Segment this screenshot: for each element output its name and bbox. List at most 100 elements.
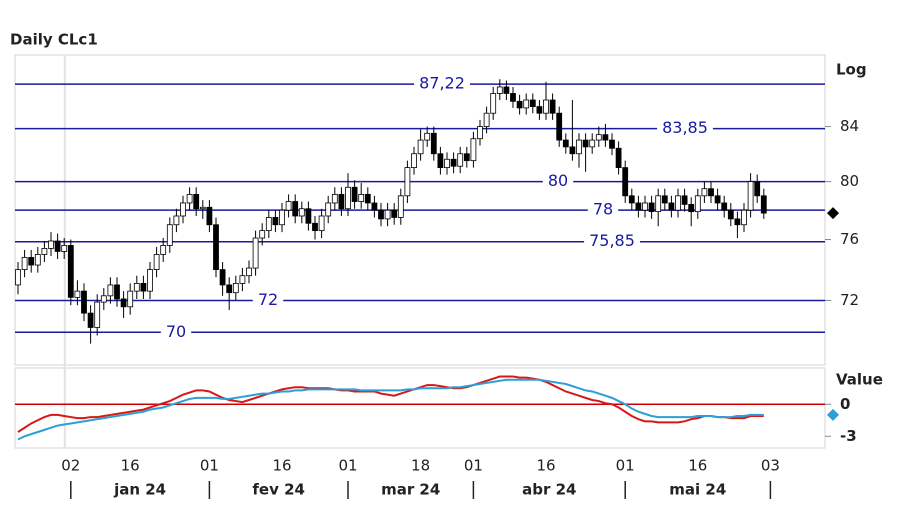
x-tick-label: 16 [688,457,707,475]
x-tick-label: 01 [338,457,357,475]
candle-body [331,193,338,204]
candle-body [602,134,609,141]
candle-body [364,193,371,204]
candle-body [483,112,490,127]
candle-body [140,282,147,292]
candle-body [28,257,35,266]
y-tick-label: 84 [840,117,859,135]
candle-body [437,153,444,169]
candle-body [391,209,398,218]
candle-body [741,209,747,226]
candle-body [180,202,186,217]
candle-body [397,195,404,218]
indicator-line [17,375,764,433]
indicator-line [17,378,764,441]
candle-body [87,312,94,328]
level-label-bg [584,231,640,252]
candle-body [701,188,708,197]
x-tick-label: 01 [200,457,219,475]
candle-body [371,202,378,211]
y-tick-label: 80 [840,172,859,190]
level-label-bg [587,200,619,221]
candle-body [675,195,681,211]
level-label: 78 [593,200,613,219]
y2-tick-label: -3 [840,427,857,445]
candle-body [747,181,754,211]
candle-body [635,202,642,211]
level-label-bg [160,322,192,343]
candle-body [404,167,411,197]
candle-body [345,186,351,210]
candle-body [312,222,318,232]
candle-body [199,206,206,210]
level-label: 72 [258,290,278,309]
candle-body [536,106,543,114]
y-tick-label: 76 [840,230,859,248]
x-tick-label: 18 [411,457,430,475]
x-tick-label: 16 [121,457,140,475]
last-value-marker [827,408,839,421]
candle-body [279,209,285,226]
candle-body [734,218,741,226]
month-label: mai 24 [669,481,726,499]
candle-body [54,240,61,252]
candle-body [94,301,101,328]
candle-body [48,240,54,249]
candle-body [444,158,450,169]
month-label: jan 24 [113,481,166,499]
level-label: 75,85 [589,231,635,250]
candle-body [120,298,127,308]
candle-body [292,201,299,217]
candle-body [648,202,655,213]
candle-body [688,204,695,213]
candle-body [708,188,714,197]
candle-body [166,224,173,246]
candle-body [450,158,457,167]
candle-body [569,146,576,155]
candle-body [338,193,345,210]
candle-body [622,167,629,197]
candle-body [213,224,219,270]
candle-body [305,208,312,224]
candle-body [107,284,114,297]
last-price-marker [827,207,839,220]
candle-body [430,132,437,155]
candle-body [252,237,259,269]
month-label: fev 24 [252,481,305,499]
y2-axis-label: Value [836,371,883,389]
candle-body [239,275,246,284]
candle-body [615,147,622,169]
candle-body [265,217,272,232]
candle-body [642,202,648,211]
candle-body [549,99,556,114]
candle-body [496,86,503,94]
level-label: 80 [548,171,568,190]
candle-body [490,93,497,114]
candle-body [74,290,81,298]
candle-body [226,284,233,294]
candle-body [714,195,721,204]
candle-body [206,206,213,226]
candle-body [133,282,140,292]
candle-body [153,254,160,270]
candle-body [21,257,28,270]
candle-body [589,139,596,148]
month-label: abr 24 [522,481,576,499]
month-label: mar 24 [381,481,440,499]
candle-body [556,112,563,141]
level-label-bg [657,118,713,139]
candle-body [232,282,239,294]
candle-body [147,269,153,292]
y-tick-label: 72 [840,291,859,309]
candle-body [668,202,675,211]
x-tick-label: 01 [464,457,483,475]
candle-body [378,209,384,220]
candle-body [470,138,477,162]
x-tick-label: 01 [616,457,635,475]
candle-body [325,202,332,217]
candle-body [754,181,761,197]
level-label: 87,22 [419,74,465,93]
candle-body [259,230,266,239]
candle-body [173,215,180,226]
